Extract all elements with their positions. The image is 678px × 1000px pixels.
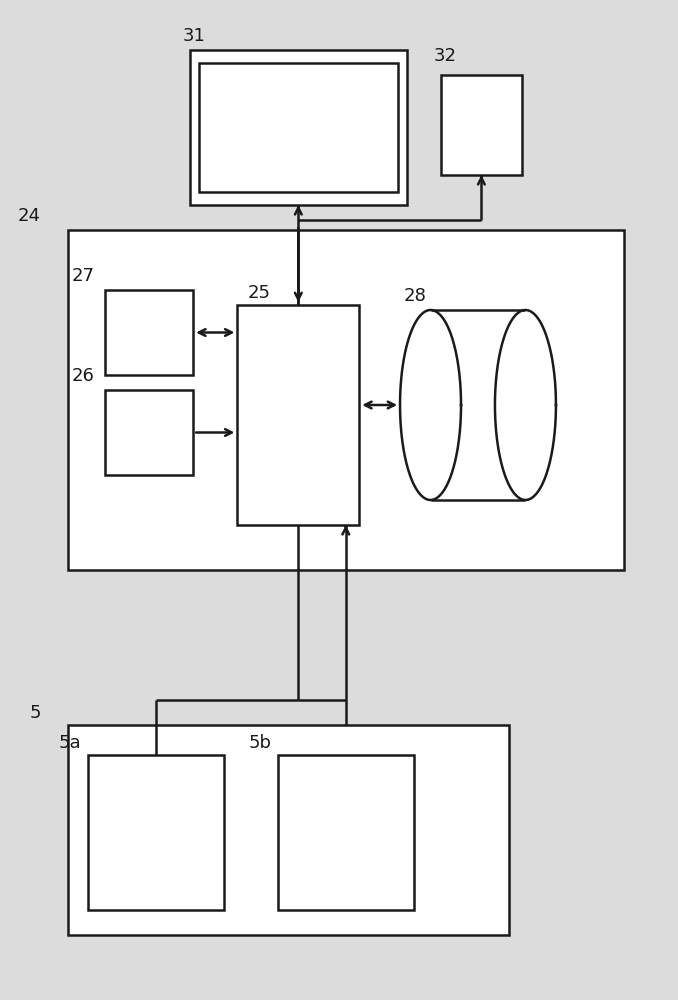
Text: 5: 5 bbox=[29, 704, 41, 722]
Bar bbox=[199, 63, 398, 192]
Text: 5b: 5b bbox=[248, 734, 271, 752]
Bar bbox=[190, 50, 407, 205]
Text: 5a: 5a bbox=[59, 734, 81, 752]
Text: 32: 32 bbox=[434, 47, 457, 65]
Bar bbox=[278, 755, 414, 910]
Bar bbox=[68, 725, 508, 935]
Bar bbox=[237, 305, 359, 525]
Text: 28: 28 bbox=[403, 287, 426, 305]
Text: 24: 24 bbox=[18, 207, 41, 225]
Bar bbox=[88, 755, 224, 910]
Bar bbox=[68, 230, 624, 570]
Text: 26: 26 bbox=[72, 367, 95, 385]
Bar bbox=[441, 75, 522, 175]
Bar bbox=[105, 290, 193, 375]
Text: 27: 27 bbox=[72, 267, 95, 285]
Text: 31: 31 bbox=[183, 27, 206, 45]
Bar bbox=[105, 390, 193, 475]
Text: 25: 25 bbox=[247, 284, 271, 302]
